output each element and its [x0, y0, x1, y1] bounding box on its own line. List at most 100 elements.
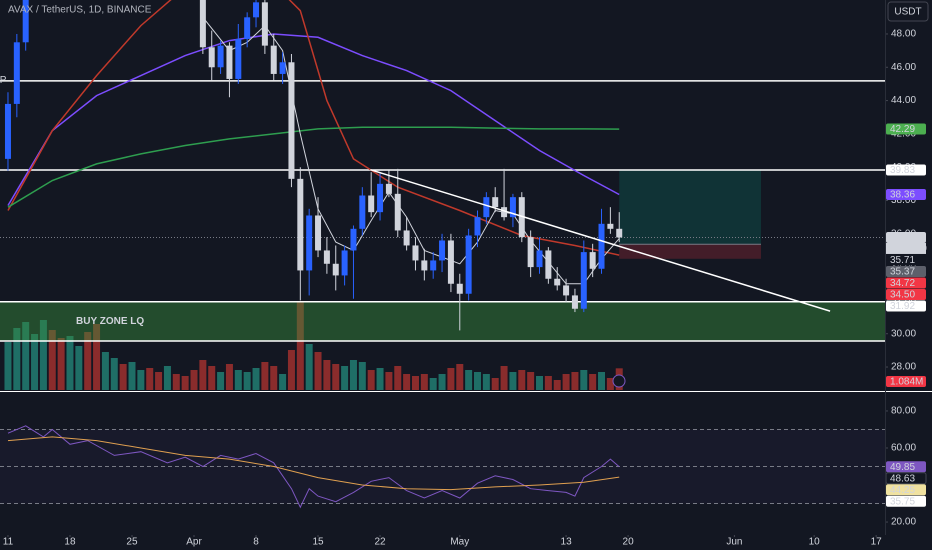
- x-tick-label: 25: [126, 537, 138, 548]
- candle-body: [536, 250, 543, 268]
- volume-bar: [146, 368, 154, 390]
- candle-body: [554, 278, 561, 286]
- volume-bar: [403, 374, 411, 390]
- candle-body: [439, 240, 446, 261]
- price-badge: [886, 300, 926, 312]
- rsi-badge-label: 35.75: [890, 496, 915, 507]
- candle-body: [368, 195, 375, 213]
- axes: 1.084M28.0030.0032.0034.0036.0038.0040.0…: [3, 29, 928, 548]
- volume-bar: [465, 370, 473, 390]
- volume-bar: [518, 370, 526, 390]
- volume-bar: [447, 368, 455, 390]
- volume-bar: [394, 366, 402, 390]
- candle-body: [545, 250, 552, 279]
- candle-body: [589, 252, 596, 269]
- volume-bar: [4, 342, 12, 390]
- candle-body: [492, 197, 499, 208]
- price-badge: [886, 254, 926, 266]
- volume-bar: [411, 376, 419, 390]
- price-badge: [886, 277, 926, 289]
- candle-body: [297, 178, 304, 271]
- currency[interactable]: USDT: [894, 7, 921, 18]
- zone-label: BUY ZONE LQ: [76, 316, 144, 327]
- candle-body: [385, 183, 392, 194]
- candle-body: [208, 47, 215, 68]
- candle-body: [377, 183, 384, 213]
- candle-body: [571, 295, 578, 309]
- volume-bar: [482, 374, 490, 390]
- x-tick-label: 10: [809, 537, 821, 548]
- volume-bar: [376, 368, 384, 390]
- annotation: TP: [0, 75, 7, 86]
- y-tick-label: 80.00: [891, 406, 916, 417]
- volume-bar: [420, 374, 428, 390]
- candle-body: [22, 0, 29, 43]
- volume-bar: [332, 364, 340, 390]
- volume-bar: [429, 378, 437, 390]
- price-badge-label: 38.36: [890, 190, 915, 201]
- candle-body: [279, 62, 286, 74]
- y-tick-label: 48.00: [891, 29, 916, 40]
- moving-average: [7, 33, 620, 206]
- volume-bar: [155, 372, 163, 390]
- x-tick-label: 11: [3, 537, 14, 548]
- volume-bar: [314, 352, 322, 390]
- price-badge: [886, 123, 926, 135]
- trendline: [370, 168, 831, 312]
- volume-bar: [208, 366, 216, 390]
- volume-bar: [217, 372, 225, 390]
- candle-body: [403, 230, 410, 246]
- candle-body: [226, 45, 233, 79]
- candle-body: [288, 62, 295, 179]
- volume-bar: [500, 366, 508, 390]
- x-tick-label: Jun: [726, 537, 742, 548]
- moving-average: [7, 126, 620, 208]
- header: AVAX / TetherUS, 1D, BINANCE: [8, 5, 152, 16]
- volume-bar: [323, 360, 331, 390]
- buy-zone: [0, 301, 885, 342]
- candle-body: [359, 195, 366, 229]
- volume-bar: [84, 332, 92, 390]
- candle-body: [518, 197, 525, 238]
- candle-body: [350, 228, 357, 251]
- rsi-badge-label: 44.25: [890, 485, 915, 496]
- volume-bar: [172, 374, 180, 390]
- moving-average: [7, 0, 620, 256]
- volume-bar: [553, 380, 561, 390]
- price-badge-label: 42.29: [890, 124, 915, 135]
- candle-body: [4, 103, 11, 159]
- price-badge-label: 39.83: [890, 165, 915, 176]
- volume-bar: [385, 372, 393, 390]
- candle-body: [323, 250, 330, 264]
- candle-body: [217, 45, 224, 68]
- volume-bar: [598, 372, 606, 390]
- position-target: [619, 170, 761, 245]
- volume-bar: [270, 366, 278, 390]
- currency-button[interactable]: [887, 1, 929, 22]
- price-badge: [886, 265, 926, 277]
- candle-body: [421, 260, 428, 271]
- candle-body: [341, 250, 348, 276]
- x-tick-label: 17: [871, 537, 883, 548]
- candle-body: [474, 217, 481, 236]
- x-tick-label: 15: [312, 537, 324, 548]
- y-tick-label: 20.00: [891, 517, 916, 528]
- volume-bar: [571, 372, 579, 390]
- volume-bar: [110, 358, 118, 390]
- price-badge-label: 34.50: [890, 290, 915, 301]
- rsi-line: [7, 436, 620, 491]
- volume-bar: [509, 372, 517, 390]
- candle-body: [332, 263, 339, 276]
- volume-bar: [243, 372, 251, 390]
- candle-body: [315, 215, 322, 251]
- rsi-badge-label: 48.63: [890, 473, 915, 484]
- volume-badge-label: 1.084M: [890, 377, 923, 388]
- candle-body: [580, 252, 587, 309]
- volume-bar: [31, 334, 39, 390]
- volume-bar: [181, 376, 189, 390]
- volume-bar: [606, 378, 614, 390]
- volume-bar: [279, 374, 287, 390]
- x-tick-label: 8: [253, 537, 259, 548]
- candle-body: [235, 38, 242, 79]
- volume-bar: [536, 376, 544, 390]
